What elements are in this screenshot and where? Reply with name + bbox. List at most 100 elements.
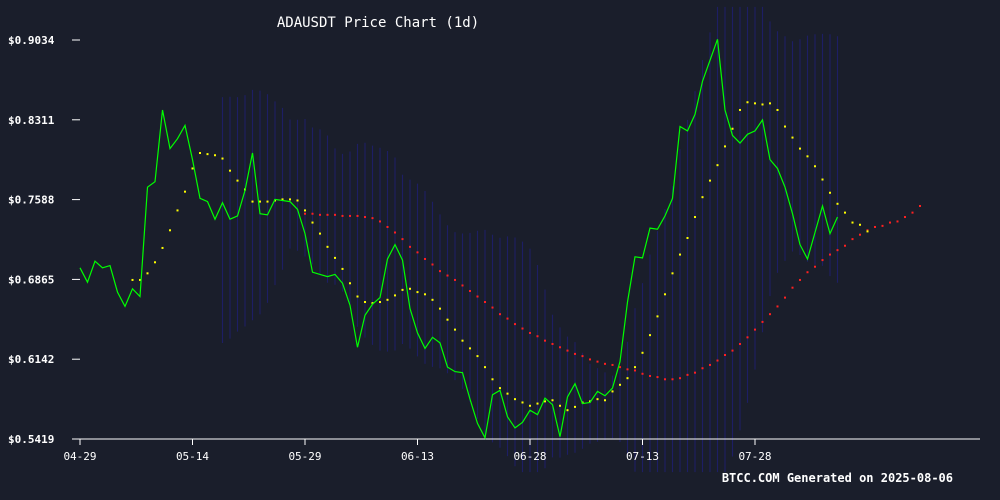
sma-slow-point [709, 363, 711, 366]
x-tick-label: 06-28 [513, 450, 546, 463]
sma-fast-point [379, 301, 381, 304]
sma-slow-point [319, 213, 321, 216]
sma-slow-point [566, 349, 569, 352]
y-tick-label: $0.5419 [8, 433, 54, 446]
sma-fast-point [146, 272, 149, 275]
sma-slow-point [641, 372, 644, 375]
sma-slow-point [874, 225, 876, 228]
sma-fast-point [761, 103, 764, 106]
sma-fast-point [866, 230, 869, 233]
bollinger-band [221, 6, 839, 473]
sma-fast-point [821, 178, 824, 181]
sma-fast-point [394, 294, 396, 297]
sma-fast-point [296, 199, 299, 202]
sma-slow-point [851, 238, 854, 241]
sma-slow-point [919, 205, 921, 208]
x-tick-label: 07-13 [626, 450, 659, 463]
sma-fast-point [326, 245, 329, 248]
sma-slow-point [784, 296, 786, 299]
sma-slow-point [821, 259, 824, 262]
y-tick-label: $0.8311 [8, 114, 55, 127]
sma-fast-point [484, 366, 486, 369]
sma-fast-point [161, 246, 164, 249]
sma-fast-point [814, 165, 816, 168]
sma-slow-point [394, 231, 396, 234]
sma-slow-point [454, 278, 456, 281]
sma-slow-point [799, 278, 801, 281]
sma-fast-point [454, 328, 456, 331]
sma-fast-point [176, 209, 179, 212]
sma-fast-point [739, 108, 741, 111]
sma-fast-point [259, 200, 261, 203]
sma-slow-point [611, 363, 614, 366]
sma-fast-point [829, 191, 831, 194]
x-tick-label: 05-14 [176, 450, 209, 463]
y-tick-label: $0.7588 [8, 194, 54, 207]
sma-slow-point [619, 366, 621, 369]
sma-slow-point [304, 212, 306, 215]
price-series [79, 39, 839, 440]
sma-fast-point [559, 404, 561, 407]
sma-slow-point [746, 336, 749, 339]
sma-fast-point [371, 302, 374, 305]
sma-fast-point [791, 136, 794, 139]
price-line [79, 39, 839, 440]
sma-fast-point [221, 157, 224, 160]
sma-fast-point [266, 200, 269, 203]
sma-slow-point [356, 214, 359, 217]
sma-slow-point [664, 378, 666, 381]
sma-fast-point [341, 267, 344, 270]
sma-slow-point [559, 346, 561, 349]
sma-slow-point [604, 362, 606, 365]
sma-slow-point [806, 271, 809, 274]
sma-slow-point [401, 238, 404, 241]
sma-slow-point [506, 317, 509, 320]
sma-slow-point [551, 342, 554, 345]
sma-slow-point [844, 244, 846, 247]
sma-fast-point [476, 355, 479, 358]
sma-slow-point [409, 245, 411, 248]
sma-slow-point [581, 355, 584, 358]
sma-fast-point [701, 196, 704, 199]
sma-slow-point [364, 216, 366, 219]
sma-slow-point [724, 354, 726, 357]
sma-slow-point [679, 377, 681, 380]
sma-slow-point [686, 373, 689, 376]
sma-slow-point [836, 249, 839, 252]
x-tick-label: 07-28 [738, 450, 771, 463]
sma-slow-point [814, 265, 816, 268]
sma-fast-point [529, 404, 531, 407]
sma-slow-point [311, 212, 314, 215]
sma-fast-point [446, 318, 449, 321]
sma-fast-point [769, 102, 771, 105]
sma-fast-point [656, 315, 659, 318]
sma-fast-series [131, 101, 869, 412]
sma-fast-point [199, 152, 201, 155]
sma-fast-point [281, 198, 284, 201]
sma-fast-point [596, 398, 599, 401]
sma-fast-point [334, 256, 336, 259]
sma-fast-point [289, 198, 291, 201]
sma-slow-point [656, 376, 659, 379]
sma-slow-point [499, 313, 501, 316]
sma-fast-point [214, 154, 216, 157]
sma-slow-point [776, 305, 779, 308]
sma-slow-point [446, 274, 449, 277]
sma-slow-point [424, 257, 426, 260]
sma-fast-point [416, 291, 419, 294]
x-tick-label: 04-29 [63, 450, 96, 463]
y-tick-label: $0.9034 [8, 34, 55, 47]
sma-fast-point [664, 293, 666, 296]
sma-fast-point [461, 339, 464, 342]
sma-slow-point [476, 295, 479, 298]
sma-slow-point [536, 335, 539, 338]
sma-fast-point [229, 169, 231, 172]
sma-fast-point [566, 409, 569, 412]
sma-fast-point [671, 272, 674, 275]
sma-slow-point [484, 301, 486, 304]
sma-fast-point [611, 390, 614, 393]
sma-fast-point [349, 282, 351, 285]
sma-fast-point [356, 295, 359, 298]
